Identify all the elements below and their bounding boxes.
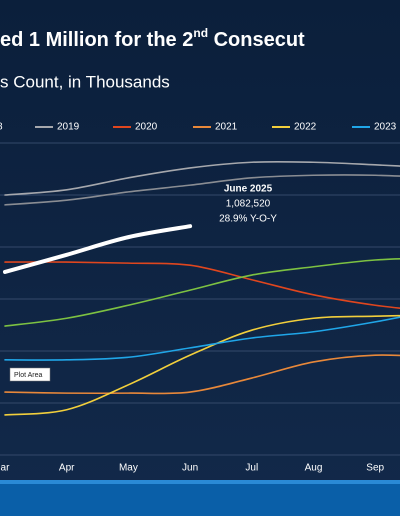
legend-label: 8	[0, 122, 3, 133]
footer-stripe	[0, 480, 400, 484]
legend-label: 2023	[374, 122, 397, 133]
x-tick-label: Sep	[366, 463, 384, 474]
x-tick-label: Jun	[182, 463, 198, 474]
chart-title: ed 1 Million for the 2nd Consecut	[0, 26, 305, 51]
legend-label: 2020	[135, 122, 158, 133]
x-tick-label: Aug	[305, 463, 323, 474]
series-line	[3, 224, 193, 274]
legend-label: 2022	[294, 122, 317, 133]
legend-label: 2021	[215, 122, 238, 133]
chart-subtitle: s Count, in Thousands	[0, 72, 170, 91]
tooltip: Plot Area	[14, 372, 43, 379]
annotation-value: 1,082,520	[226, 199, 271, 210]
series-line	[4, 316, 400, 361]
series-line	[4, 354, 400, 395]
series-line	[4, 174, 400, 206]
annotation-change: 28.9% Y-O-Y	[219, 214, 277, 225]
annotation-title: June 2025	[224, 184, 273, 195]
series-line	[4, 261, 400, 310]
series-line	[4, 258, 400, 327]
legend-label: 2019	[57, 122, 80, 133]
series-line	[4, 160, 400, 196]
footer-band	[0, 480, 400, 516]
x-tick-label: Apr	[59, 463, 75, 474]
x-tick-label: ar	[1, 463, 11, 474]
x-tick-label: May	[119, 463, 138, 474]
x-tick-label: Jul	[245, 463, 258, 474]
tooltip-box	[9, 367, 51, 382]
